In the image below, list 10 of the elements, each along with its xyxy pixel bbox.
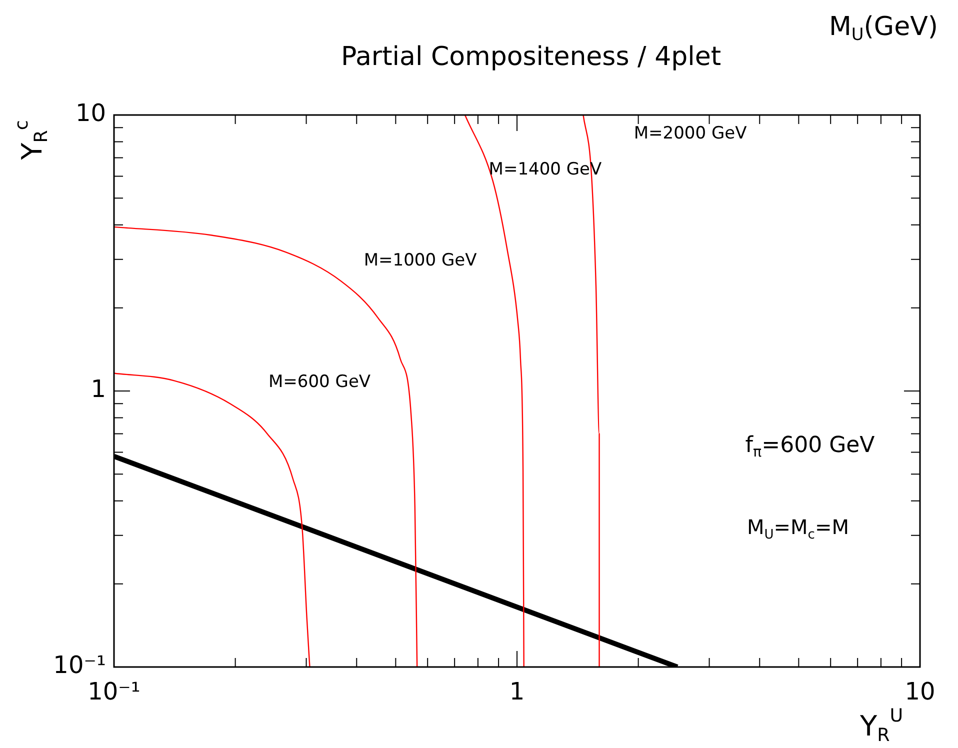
y-tick-label: 1 [90, 375, 106, 404]
x-tick-label: 10 [904, 678, 936, 706]
series-label: M=600 GeV [268, 372, 371, 392]
y-tick-label: 10 [75, 99, 106, 128]
x-tick-label: 1 [509, 678, 525, 706]
text: M=2000 GeV [634, 124, 748, 144]
chart-title: Partial Compositeness / 4plet [340, 42, 722, 72]
series-label: M=1000 GeV [364, 250, 478, 271]
y-tick-label: 10⁻¹ [53, 651, 106, 680]
y-axis-title: YRc [12, 120, 52, 161]
